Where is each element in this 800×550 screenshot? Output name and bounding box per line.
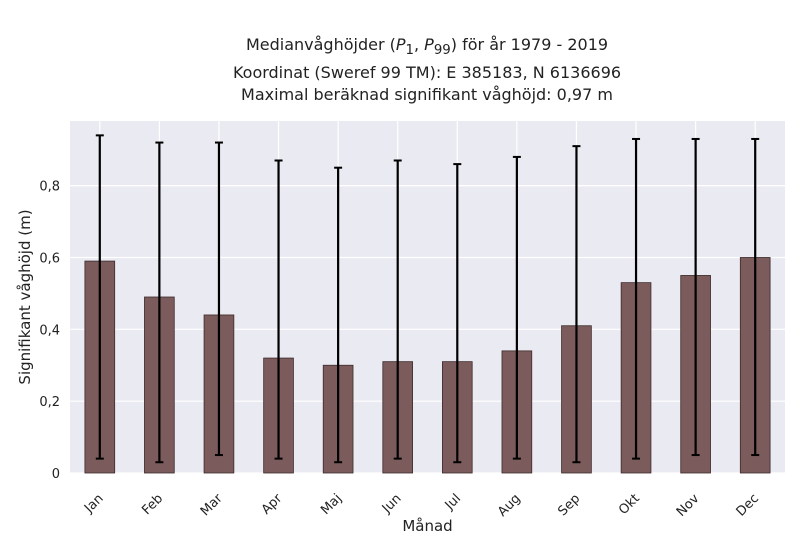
x-tick-label-aug: Aug [495, 491, 524, 520]
x-axis-label: Månad [402, 517, 452, 535]
y-tick-label: 0,8 [39, 180, 60, 195]
chart-title: Medianvåghöjder (P1, P99) för år 1979 - … [0, 34, 800, 106]
plot-area [70, 121, 785, 473]
y-axis-label: Signifikant våghöjd (m) [16, 209, 34, 384]
title-line-1-suffix: ) för år 1979 - 2019 [450, 35, 609, 54]
x-tick-label-sep: Sep [555, 491, 583, 519]
x-tick-label-apr: Apr [259, 491, 286, 518]
y-tick-label: 0 [52, 467, 60, 482]
y-tick-label: 0,6 [39, 251, 60, 266]
title-p1-subscript: 1 [405, 43, 414, 59]
title-p-symbol: P [424, 35, 434, 54]
y-tick-label: 0,2 [39, 395, 60, 410]
x-tick-label-jul: Jul [442, 491, 464, 513]
x-tick-label-okt: Okt [616, 491, 643, 518]
x-tick-label-nov: Nov [674, 491, 703, 520]
title-line-1-prefix: Medianvåghöjder ( [245, 35, 396, 54]
chart-title-line-3: Maximal beräknad signifikant våghöjd: 0,… [241, 85, 613, 105]
title-p-symbol: P [395, 35, 406, 54]
y-tick-labels: 0 0,2 0,4 0,6 0,8 [39, 180, 60, 482]
x-tick-label-dec: Dec [734, 491, 762, 519]
x-tick-label-feb: Feb [139, 491, 166, 518]
x-tick-label-jun: Jun [379, 491, 405, 517]
title-p99-subscript: 99 [433, 43, 451, 59]
x-tick-label-jan: Jan [81, 491, 106, 516]
x-tick-labels: Jan Feb Mar Apr Maj Jun Jul Aug Sep Okt Nov Dec [81, 491, 762, 520]
x-tick-label-maj: Maj [318, 491, 345, 518]
bars [84, 257, 771, 474]
chart-title-line-1: Medianvåghöjder (P1, P99) för år 1979 - … [0, 34, 800, 62]
error-bars [95, 134, 760, 464]
x-tick-label-mar: Mar [198, 491, 226, 519]
chart-title-line-2: Koordinat (Sweref 99 TM): E 385183, N 61… [232, 63, 622, 83]
title-separator: , [413, 35, 425, 54]
y-tick-label: 0,4 [39, 323, 60, 338]
